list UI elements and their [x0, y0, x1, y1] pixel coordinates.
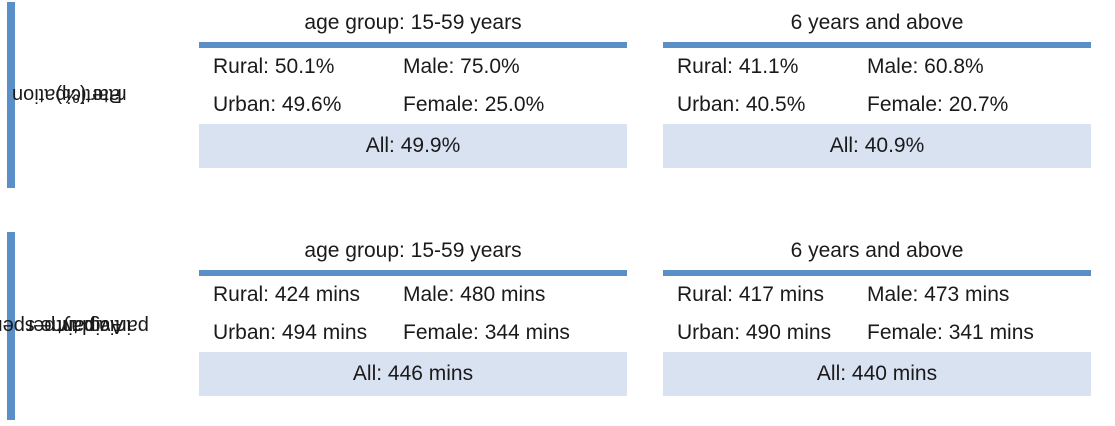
- stats-row: Urban: 494 mins Female: 344 mins: [199, 314, 627, 352]
- rural-value: Rural: 41.1%: [677, 55, 799, 78]
- male-value: Male: 480 mins: [403, 283, 546, 306]
- female-value: Female: 25.0%: [403, 93, 545, 116]
- stats-row: Urban: 49.6% Female: 25.0%: [199, 86, 627, 124]
- female-value: Female: 344 mins: [403, 321, 570, 344]
- male-value: Male: 473 mins: [867, 283, 1010, 306]
- female-value: Female: 20.7%: [867, 93, 1009, 116]
- urban-value: Urban: 494 mins: [213, 321, 368, 344]
- all-total: All: 40.9%: [663, 124, 1091, 168]
- section-accent-bar: [7, 2, 15, 188]
- rural-value: Rural: 424 mins: [213, 283, 361, 306]
- female-value: Female: 341 mins: [867, 321, 1034, 344]
- label-line: rate (%): [55, 84, 127, 106]
- rural-value: Rural: 417 mins: [677, 283, 825, 306]
- panel-title: age group: 15-59 years: [304, 239, 522, 262]
- panel-title: 6 years and above: [790, 239, 964, 262]
- panel-15-59-participation: age group: 15-59 years Rural: 50.1% Male…: [199, 4, 627, 168]
- rural-value: Rural: 50.1%: [213, 55, 335, 78]
- stats-row: Rural: 41.1% Male: 60.8%: [663, 48, 1091, 86]
- panel-rule: [663, 42, 1091, 48]
- participation-rate-label: Participation rate (%): [12, 2, 134, 188]
- all-total: All: 440 mins: [663, 352, 1091, 396]
- panel-rule: [663, 270, 1091, 276]
- stats-row: Rural: 50.1% Male: 75.0%: [199, 48, 627, 86]
- panel-title: 6 years and above: [790, 11, 964, 34]
- participation-rate-section: Participation rate (%) age group: 15-59 …: [0, 0, 1115, 200]
- panel-rule: [199, 270, 627, 276]
- stats-row: Rural: 417 mins Male: 473 mins: [663, 276, 1091, 314]
- avg-time-section: Avg. time spent in a day per participant…: [0, 232, 1115, 426]
- panel-15-59-time: age group: 15-59 years Rural: 424 mins M…: [199, 232, 627, 396]
- all-total: All: 49.9%: [199, 124, 627, 168]
- panel-6-above-participation: 6 years and above Rural: 41.1% Male: 60.…: [663, 4, 1091, 168]
- stats-row: Rural: 424 mins Male: 480 mins: [199, 276, 627, 314]
- male-value: Male: 60.8%: [867, 55, 984, 78]
- avg-time-label: Avg. time spent in a day per participant: [0, 232, 149, 420]
- urban-value: Urban: 40.5%: [677, 93, 806, 116]
- panel-6-above-time: 6 years and above Rural: 417 mins Male: …: [663, 232, 1091, 396]
- urban-value: Urban: 49.6%: [213, 93, 342, 116]
- stats-row: Urban: 490 mins Female: 341 mins: [663, 314, 1091, 352]
- all-total: All: 446 mins: [199, 352, 627, 396]
- panel-rule: [199, 42, 627, 48]
- male-value: Male: 75.0%: [403, 55, 520, 78]
- urban-value: Urban: 490 mins: [677, 321, 832, 344]
- section-accent-bar: [7, 232, 15, 420]
- panel-title: age group: 15-59 years: [304, 11, 522, 34]
- label-line: participant: [56, 315, 150, 337]
- stats-row: Urban: 40.5% Female: 20.7%: [663, 86, 1091, 124]
